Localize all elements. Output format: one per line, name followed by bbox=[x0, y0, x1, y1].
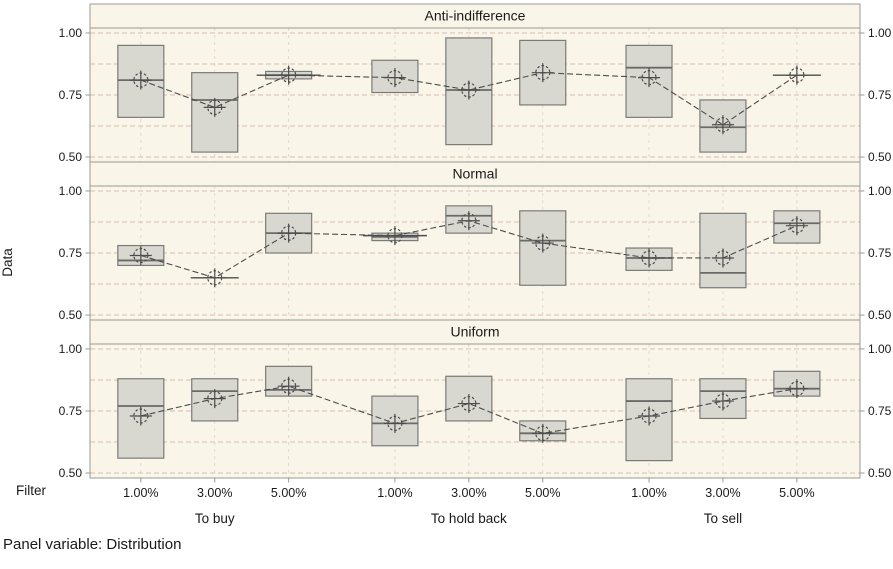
mean-marker bbox=[203, 268, 226, 288]
mean-marker bbox=[785, 216, 808, 236]
x-group-label: To buy bbox=[195, 511, 235, 526]
iqr-box bbox=[191, 72, 239, 153]
y-tick-label: 0.75 bbox=[59, 88, 83, 102]
mean-marker bbox=[457, 211, 480, 231]
mean-marker bbox=[711, 248, 734, 268]
y-tick-label: 0.75 bbox=[868, 88, 892, 102]
y-tick-label: 0.50 bbox=[868, 150, 892, 164]
mean-marker bbox=[203, 97, 226, 117]
x-tick-label: 5.00% bbox=[271, 486, 306, 500]
mean-marker bbox=[129, 245, 152, 265]
y-tick-label: 0.75 bbox=[868, 246, 892, 260]
y-tick-label: 0.75 bbox=[59, 404, 83, 418]
x-tick-label: 3.00% bbox=[705, 486, 740, 500]
mean-marker bbox=[638, 68, 661, 88]
panel-title: Anti-indifference bbox=[425, 8, 526, 24]
mean-marker bbox=[531, 63, 554, 83]
x-tick-label: 1.00% bbox=[377, 486, 412, 500]
mean-marker bbox=[531, 423, 554, 443]
y-axis-title: Data bbox=[0, 248, 15, 277]
y-tick-label: 0.75 bbox=[868, 404, 892, 418]
x-tick-label: 3.00% bbox=[197, 486, 232, 500]
y-tick-label: 1.00 bbox=[868, 184, 892, 198]
mean-marker bbox=[383, 413, 406, 433]
y-tick-label: 1.00 bbox=[59, 184, 83, 198]
x-group-label: To hold back bbox=[431, 511, 507, 526]
mean-marker bbox=[785, 65, 808, 85]
panel-title-strip bbox=[89, 319, 861, 345]
mean-marker bbox=[383, 226, 406, 246]
mean-marker bbox=[277, 223, 300, 243]
y-tick-label: 0.50 bbox=[59, 150, 83, 164]
y-tick-label: 0.75 bbox=[59, 246, 83, 260]
panel-title-strip bbox=[89, 3, 861, 29]
mean-marker bbox=[277, 65, 300, 85]
x-group-label: To sell bbox=[704, 511, 742, 526]
y-tick-label: 0.50 bbox=[868, 308, 892, 322]
mean-marker bbox=[785, 379, 808, 399]
y-tick-label: 1.00 bbox=[59, 342, 83, 356]
panel-title-strip bbox=[89, 161, 861, 187]
x-tick-label: 1.00% bbox=[123, 486, 158, 500]
mean-marker bbox=[129, 70, 152, 90]
x-tick-label: 5.00% bbox=[525, 486, 560, 500]
mean-marker bbox=[531, 233, 554, 253]
mean-marker bbox=[383, 68, 406, 88]
mean-connect-line bbox=[140, 72, 798, 126]
mean-marker bbox=[711, 115, 734, 135]
x-axis-title: Filter bbox=[16, 483, 46, 498]
mean-marker bbox=[203, 389, 226, 409]
y-tick-label: 1.00 bbox=[868, 26, 892, 40]
mean-marker bbox=[638, 248, 661, 268]
x-tick-label: 3.00% bbox=[451, 486, 486, 500]
x-tick-label: 1.00% bbox=[631, 486, 666, 500]
mean-marker bbox=[457, 80, 480, 100]
mean-marker bbox=[457, 394, 480, 414]
panel-variable-note: Panel variable: Distribution bbox=[3, 536, 182, 553]
y-tick-label: 0.50 bbox=[59, 466, 83, 480]
panel-title: Uniform bbox=[450, 324, 499, 340]
y-tick-label: 1.00 bbox=[59, 26, 83, 40]
y-tick-label: 0.50 bbox=[59, 308, 83, 322]
mean-connect-line bbox=[140, 385, 797, 434]
mean-marker bbox=[129, 406, 152, 426]
y-tick-label: 0.50 bbox=[868, 466, 892, 480]
x-tick-label: 5.00% bbox=[779, 486, 814, 500]
mean-marker bbox=[277, 376, 300, 396]
mean-marker bbox=[638, 406, 661, 426]
y-tick-label: 1.00 bbox=[868, 342, 892, 356]
panel-title: Normal bbox=[452, 166, 497, 182]
mean-marker bbox=[711, 391, 734, 411]
